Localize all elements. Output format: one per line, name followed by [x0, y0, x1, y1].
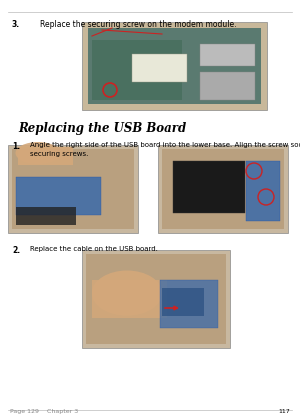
Bar [12, 149, 134, 229]
Text: 117: 117 [278, 409, 290, 414]
Bar [200, 44, 255, 66]
Bar [86, 254, 226, 344]
Text: Replace the securing screw on the modem module.: Replace the securing screw on the modem … [40, 20, 236, 29]
Bar [92, 280, 167, 318]
Bar [88, 28, 261, 104]
Text: 2.: 2. [12, 246, 20, 255]
Bar [16, 207, 76, 225]
Bar [162, 288, 204, 316]
Text: Replace the cable on the USB board.: Replace the cable on the USB board. [30, 246, 158, 252]
Text: Angle the right side of the USB board into the lower base. Align the screw socke: Angle the right side of the USB board in… [30, 142, 300, 148]
Bar [18, 147, 73, 165]
Text: 3.: 3. [12, 20, 20, 29]
Text: securing screws.: securing screws. [30, 151, 88, 157]
Ellipse shape [92, 270, 162, 315]
Bar [82, 22, 267, 110]
Bar [246, 161, 280, 221]
Bar [8, 145, 138, 233]
Bar [158, 145, 288, 233]
Text: Replacing the USB Board: Replacing the USB Board [18, 122, 186, 135]
Ellipse shape [16, 142, 61, 164]
Bar [173, 161, 245, 213]
Bar [160, 280, 218, 328]
Bar [16, 177, 101, 215]
Bar [200, 72, 255, 100]
Text: Page 129    Chapter 3: Page 129 Chapter 3 [10, 409, 78, 414]
Bar [162, 149, 284, 229]
Bar [92, 40, 182, 100]
Bar [132, 54, 187, 82]
Text: 1.: 1. [12, 142, 20, 151]
Bar [82, 250, 230, 348]
